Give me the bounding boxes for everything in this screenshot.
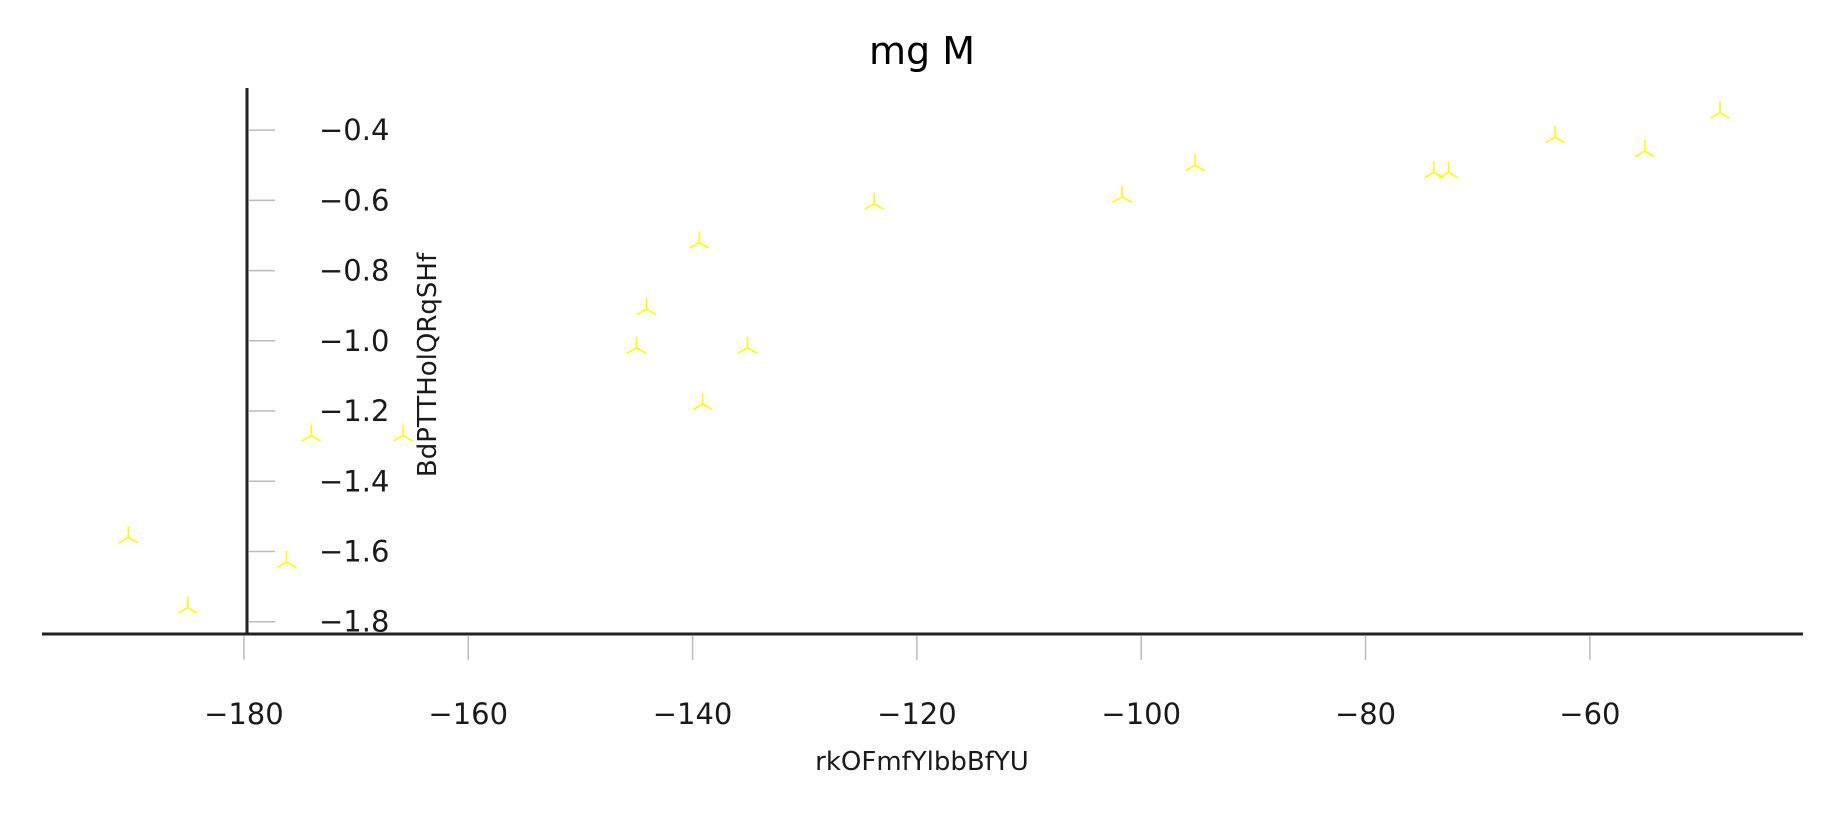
data-point — [118, 526, 139, 544]
x-tick-label: −80 — [1335, 697, 1396, 731]
x-tick-label: −100 — [1101, 697, 1181, 731]
data-points — [118, 101, 1730, 614]
data-point — [1710, 101, 1730, 119]
data-point — [177, 596, 198, 614]
x-tick-marks — [243, 636, 1591, 660]
y-axis-title: BdPTTHolQRqSHf — [413, 252, 443, 477]
y-tick-label: −1.8 — [319, 605, 389, 639]
y-tick-marks — [249, 129, 275, 623]
y-tick-label: −1.2 — [319, 394, 389, 428]
data-point — [1545, 126, 1566, 144]
x-tick-label: −160 — [428, 697, 508, 731]
data-point — [276, 551, 297, 569]
y-tick-label: −0.4 — [319, 113, 389, 147]
data-point — [636, 298, 657, 316]
x-tick-labels: −180 −160 −140 −120 −100 −80 −60 — [204, 697, 1620, 731]
data-point — [689, 231, 710, 249]
data-point — [393, 424, 414, 442]
data-point — [1438, 161, 1459, 179]
x-tick-label: −140 — [653, 697, 733, 731]
y-tick-label: −0.8 — [319, 254, 389, 288]
data-point — [864, 192, 885, 211]
data-point — [692, 393, 713, 411]
data-point — [301, 424, 322, 442]
data-point — [1185, 154, 1205, 172]
y-tick-label: −0.6 — [319, 183, 389, 217]
data-point — [1424, 161, 1444, 179]
chart-title: mg M — [869, 29, 975, 73]
data-point — [737, 336, 758, 355]
y-tick-label: −1.0 — [319, 324, 389, 358]
x-tick-label: −120 — [877, 697, 957, 731]
x-tick-label: −180 — [204, 697, 284, 731]
y-tick-label: −1.6 — [319, 534, 389, 568]
y-tick-labels: −1.8 −1.6 −1.4 −1.2 −1.0 −0.8 −0.6 −0.4 — [319, 113, 389, 639]
data-point — [1112, 185, 1133, 204]
x-axis-title: rkOFmfYlbbBfYU — [815, 747, 1029, 777]
data-point — [1634, 140, 1655, 158]
x-tick-label: −60 — [1559, 697, 1620, 731]
data-point — [626, 336, 647, 355]
y-tick-label: −1.4 — [319, 464, 389, 498]
